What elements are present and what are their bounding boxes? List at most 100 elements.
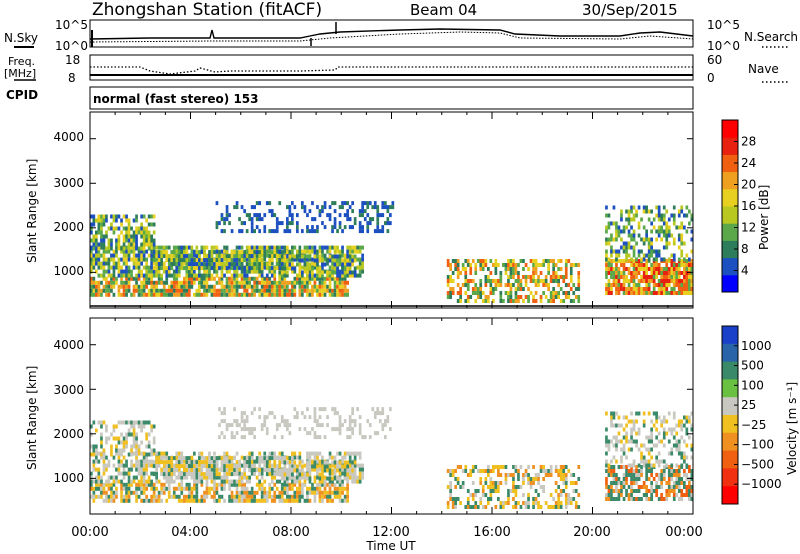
echo-cell (195, 273, 199, 278)
echo-cell (502, 263, 505, 267)
echo-cell (685, 229, 689, 234)
echo-cell (625, 249, 628, 254)
echo-cell (263, 250, 267, 255)
echo-cell (554, 501, 558, 505)
echo-cell (125, 253, 128, 258)
echo-cell (381, 225, 385, 230)
echo-cell (97, 280, 101, 285)
echo-cell (286, 472, 289, 477)
echo-cell (632, 287, 636, 291)
echo-cell (642, 205, 646, 210)
echo-cell (298, 288, 302, 293)
echo-cell (343, 201, 347, 206)
echo-cell (250, 494, 254, 499)
echo-cell (532, 279, 535, 283)
echo-cell (130, 463, 133, 468)
echo-cell (640, 497, 643, 501)
echo-cell (449, 291, 452, 295)
echo-cell (351, 451, 354, 456)
echo-cell (667, 275, 671, 279)
echo-cell (466, 287, 470, 291)
echo-cell (260, 280, 264, 285)
colorbar-segment (722, 274, 738, 293)
echo-cell (177, 498, 181, 503)
echo-cell (564, 493, 568, 497)
echo-cell (306, 486, 309, 491)
echo-cell (107, 459, 111, 464)
echo-cell (137, 226, 141, 231)
echo-cell (476, 469, 480, 473)
echo-cell (203, 472, 206, 477)
echo-cell (343, 464, 347, 469)
colorbar-tick-label: 1000 (741, 339, 772, 353)
echo-cell (667, 291, 671, 295)
echo-cell (657, 225, 661, 230)
echo-cell (326, 276, 329, 281)
echo-cell (670, 427, 674, 432)
echo-cell (632, 237, 636, 242)
echo-cell (198, 258, 201, 263)
echo-cell (225, 468, 229, 473)
echo-cell (190, 266, 194, 271)
echo-cell (577, 493, 581, 497)
echo-cell (145, 471, 148, 476)
echo-cell (243, 490, 246, 495)
echo-cell (268, 468, 272, 473)
echo-cell (213, 276, 216, 281)
echo-cell (662, 477, 666, 481)
echo-cell (680, 493, 684, 497)
echo-cell (499, 279, 503, 283)
echo-cell (278, 423, 282, 428)
echo-cell (607, 267, 611, 271)
echo-cell (203, 460, 206, 465)
echo-cell (622, 283, 626, 287)
echo-cell (670, 291, 674, 295)
echo-cell (120, 490, 123, 495)
echo-cell (97, 475, 101, 480)
echo-cell (537, 501, 540, 505)
echo-cell (175, 276, 179, 281)
echo-cell (263, 456, 267, 461)
echo-cell (293, 460, 297, 465)
echo-cell (554, 263, 558, 267)
echo-cell (142, 288, 146, 293)
echo-cell (537, 275, 540, 279)
echo-cell (165, 498, 169, 503)
echo-cell (155, 464, 158, 469)
echo-cell (265, 427, 269, 432)
echo-cell (384, 201, 387, 206)
echo-cell (605, 469, 608, 473)
echo-cell (213, 498, 216, 503)
echo-cell (655, 485, 658, 489)
echo-cell (456, 275, 460, 279)
echo-cell (205, 284, 209, 289)
echo-cell (235, 292, 239, 297)
echo-cell (205, 245, 209, 250)
echo-cell (150, 463, 153, 468)
echo-cell (200, 472, 204, 477)
echo-cell (150, 249, 153, 254)
echo-cell (293, 407, 297, 412)
echo-cell (253, 468, 256, 473)
echo-cell (625, 481, 628, 485)
echo-cell (92, 494, 96, 499)
echo-cell (127, 475, 131, 480)
echo-cell (193, 486, 196, 491)
echo-cell (361, 205, 364, 210)
echo-cell (177, 273, 181, 278)
echo-cell (657, 253, 661, 258)
echo-cell (152, 448, 156, 453)
echo-cell (685, 419, 689, 424)
echo-cell (105, 467, 108, 472)
echo-cell (346, 451, 349, 456)
echo-cell (667, 493, 671, 497)
echo-cell (373, 205, 377, 210)
echo-cell (313, 467, 317, 472)
echo-cell (175, 249, 179, 254)
echo-cell (102, 257, 106, 262)
echo-cell (280, 284, 284, 289)
echo-cell (688, 485, 691, 489)
echo-cell (140, 222, 143, 227)
echo-cell (135, 280, 138, 285)
echo-cell (615, 275, 618, 279)
